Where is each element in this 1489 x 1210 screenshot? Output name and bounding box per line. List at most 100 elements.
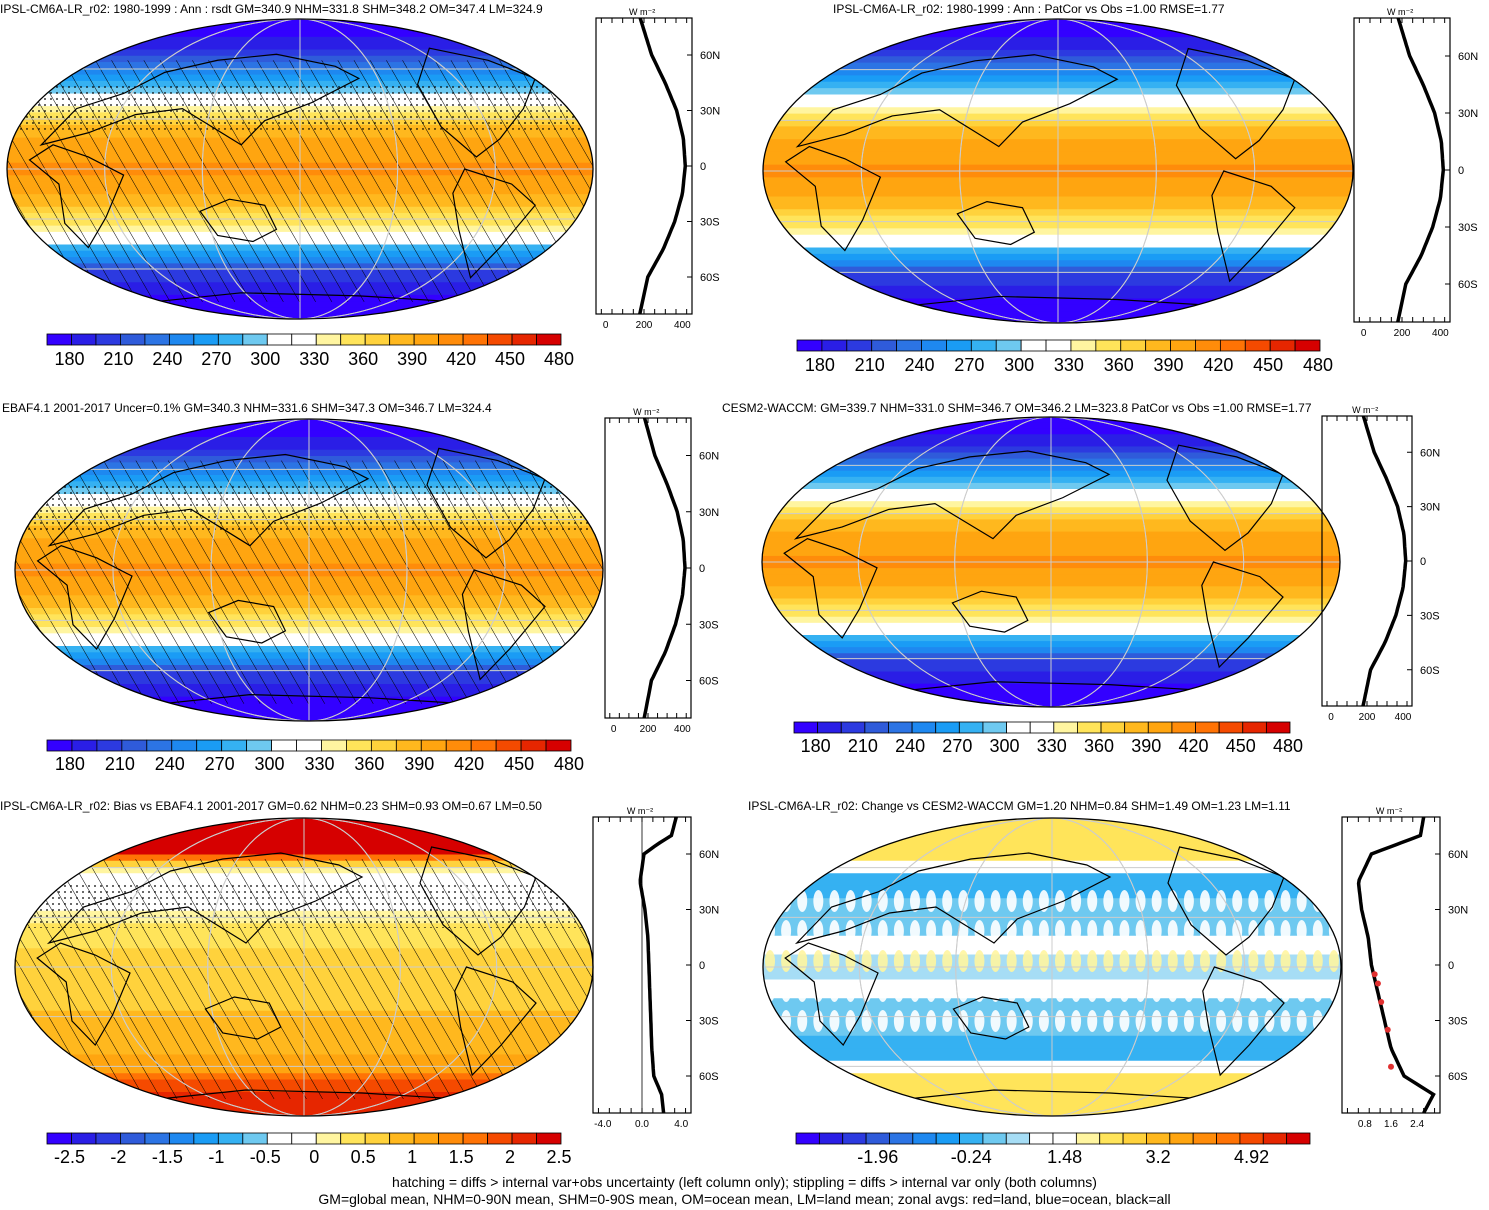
colorbar-bin: [193, 1132, 219, 1145]
colorbar-label: 420: [454, 754, 485, 774]
zonal-x-tick: 200: [636, 320, 653, 331]
pattern-blob: [974, 1010, 985, 1032]
colorbar-label: 420: [446, 349, 477, 369]
zonal-lat-label: 30N: [699, 507, 719, 519]
colorbar-label: 2.5: [546, 1147, 572, 1167]
pattern-blob: [1296, 980, 1307, 1002]
coastline: [880, 295, 1266, 310]
colorbar-bin: [935, 1132, 960, 1145]
colorbar-bin: [1192, 1132, 1217, 1145]
colorbar-bin: [315, 1132, 342, 1145]
colorbar-bin: [889, 1132, 914, 1145]
panel-title: IPSL-CM6A-LR_r02: Bias vs EBAF4.1 2001-2…: [0, 799, 542, 813]
colorbar-bin: [1171, 721, 1196, 734]
colorbar-bin: [271, 739, 297, 752]
zonal-lat-label: 60S: [700, 272, 720, 284]
colorbar-label: 360: [348, 349, 379, 369]
pattern-blob: [1167, 950, 1178, 972]
pattern-blob: [1103, 890, 1114, 912]
colorbar-bin: [1269, 339, 1296, 352]
colorbar-bin: [217, 1132, 244, 1145]
colorbar-label: 390: [397, 349, 428, 369]
colorbar-bin: [817, 721, 842, 734]
colorbar-bin: [46, 1132, 72, 1145]
colorbar-bin: [1053, 721, 1078, 734]
zonal-lat-label: 30S: [1448, 1016, 1468, 1028]
pattern-blob: [1183, 890, 1194, 912]
pattern-blob: [1103, 950, 1114, 972]
colorbar-label: 390: [1153, 355, 1184, 375]
pattern-blob: [765, 920, 775, 942]
pattern-blob: [974, 920, 985, 942]
colorbar-bin: [795, 1132, 820, 1145]
pattern-blob: [1022, 890, 1033, 912]
pattern-blob: [1038, 1010, 1049, 1032]
colorbar-bin: [389, 1132, 415, 1145]
coastline: [783, 537, 878, 639]
pattern-blob: [942, 950, 953, 972]
colorbar-bin: [296, 739, 322, 752]
pattern-blob: [1296, 1010, 1307, 1032]
colorbar-bin: [487, 333, 513, 346]
colorbar-label: 480: [553, 754, 585, 774]
colorbar-bin: [242, 1132, 268, 1145]
zonal-frame: [604, 417, 692, 719]
coastline: [1175, 47, 1296, 160]
zonal-lat-label: 30S: [700, 217, 720, 229]
zonal-x-tick: 200: [640, 724, 657, 735]
colorbar-label: 300: [989, 736, 1020, 756]
colorbar-label: -1.96: [857, 1147, 899, 1167]
zonal-mean-line: [1356, 816, 1436, 1114]
pattern-blob: [1119, 920, 1130, 942]
pattern-blob: [877, 950, 888, 972]
colorbar-bin: [291, 333, 317, 346]
pattern-blob: [1151, 950, 1162, 972]
pattern-blob: [1216, 890, 1227, 912]
map-outline: [14, 418, 604, 722]
map-outline: [761, 416, 1341, 708]
pattern-blob: [1183, 1010, 1194, 1032]
coastline: [199, 198, 278, 243]
colorbar-bin: [321, 739, 347, 752]
colorbar-label: 180: [54, 754, 85, 774]
pattern-blob: [1119, 1010, 1130, 1032]
map-robinson: [6, 18, 594, 320]
zonal-x-tick: 400: [674, 724, 691, 735]
zonal-x-tick: 0.8: [1358, 1119, 1372, 1130]
pattern-blob: [861, 980, 872, 1002]
zonal-mean-plot: W m⁻² 60N 30N 0 30S 60S -4.0 0.0 4.0: [592, 806, 719, 1130]
pattern-blob: [1087, 1010, 1098, 1032]
colorbar-label: 360: [1084, 736, 1115, 756]
footer-line-1: hatching = diffs > internal var+obs unce…: [392, 1174, 1097, 1190]
colorbar-bin: [865, 1132, 890, 1145]
colorbar-label: 330: [304, 754, 335, 774]
pattern-blob: [1103, 980, 1114, 1002]
pattern-blob: [942, 890, 953, 912]
coastline: [1201, 561, 1284, 669]
coastline: [1166, 444, 1284, 552]
colorbar-bin: [511, 333, 537, 346]
colorbar-bin: [168, 1132, 195, 1145]
colorbar-bin: [495, 739, 522, 752]
zonal-lat-label: 60S: [1448, 1071, 1468, 1083]
map-robinson: [761, 416, 1341, 708]
pattern-blob: [765, 1010, 775, 1032]
colorbar-bin: [840, 721, 866, 734]
zonal-lat-label: 60S: [1420, 665, 1440, 677]
map-robinson: [14, 817, 594, 1117]
colorbar-bin: [1216, 1132, 1241, 1145]
colorbar-label: 180: [804, 355, 835, 375]
zonal-lat-label: 0: [699, 960, 705, 972]
zonal-x-tick: 0: [1361, 328, 1367, 339]
colorbar-label: 330: [1053, 355, 1084, 375]
colorbar-label: 3.2: [1145, 1147, 1171, 1167]
colorbar-label: 210: [103, 349, 134, 369]
pattern-blob: [1103, 920, 1114, 942]
zonal-x-tick: 200: [1394, 328, 1411, 339]
pattern-blob: [974, 980, 985, 1002]
colorbar-label: 330: [1036, 736, 1067, 756]
pattern-blob: [1087, 920, 1098, 942]
colorbar-bin: [246, 739, 272, 752]
colorbar-bin: [470, 739, 497, 752]
pattern-blob: [1216, 980, 1227, 1002]
